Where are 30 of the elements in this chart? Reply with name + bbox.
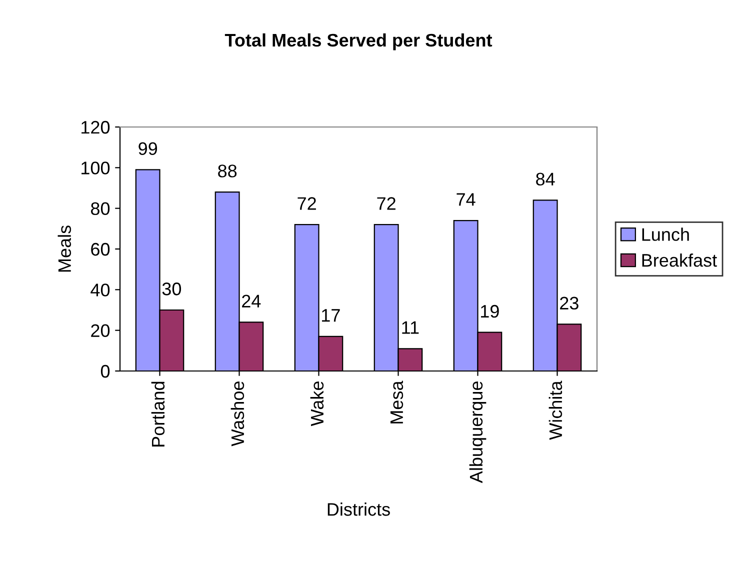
data-label: 99	[138, 142, 158, 156]
y-tick-label: 120	[82, 120, 110, 134]
y-tick-label: 60	[91, 242, 110, 256]
data-label: 88	[218, 164, 237, 178]
data-label: 84	[536, 172, 555, 186]
x-tick-label: Albuquerque	[469, 382, 486, 484]
data-label: 72	[298, 197, 316, 210]
y-tick-label: 80	[90, 202, 110, 216]
data-label: 11	[402, 321, 419, 334]
data-label: 30	[162, 282, 182, 296]
y-tick-label: 20	[91, 324, 110, 338]
y-tick-label: 100	[82, 162, 110, 174]
x-axis-title: Districts	[328, 502, 390, 516]
x-tick-label: Washoe	[230, 382, 244, 446]
data-label: 72	[377, 197, 396, 210]
y-axis-title: Meals	[58, 226, 72, 272]
y-tick-label: 0	[100, 364, 110, 378]
data-label: 19	[481, 304, 499, 318]
x-tick-label: Wichita	[548, 380, 562, 440]
chart-title: Total Meals Served per Student	[224, 33, 492, 50]
x-tick-label: Portland	[151, 382, 165, 446]
data-label: 74	[456, 193, 476, 206]
legend-label: Lunch	[642, 228, 689, 241]
x-tick-label: Mesa	[390, 380, 404, 424]
y-tick-label: 40	[90, 284, 110, 296]
data-label: 17	[322, 309, 340, 322]
data-label: 23	[560, 296, 578, 310]
x-tick-label: Wake	[310, 382, 324, 426]
data-label: 24	[242, 294, 261, 308]
legend-label: Breakfast	[642, 254, 717, 267]
